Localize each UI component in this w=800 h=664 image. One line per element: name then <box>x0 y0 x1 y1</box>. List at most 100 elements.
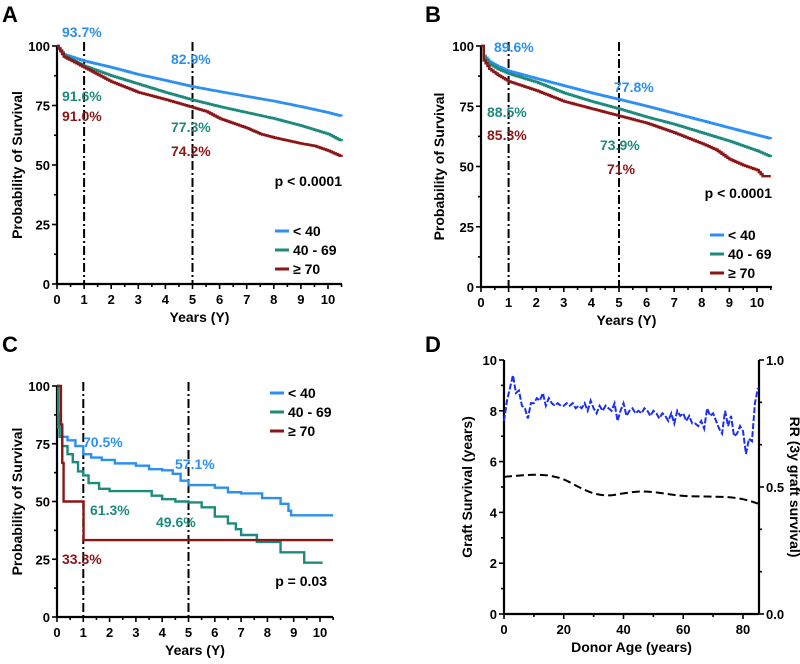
x-tick-label: 5 <box>189 292 196 307</box>
legend-label: ≥ 70 <box>288 423 315 439</box>
x-tick-label: 5 <box>615 295 622 310</box>
x-tick-label: 8 <box>264 625 271 640</box>
y2-tick-label: 0.0 <box>766 607 784 622</box>
y-tick-label: 6 <box>490 455 497 470</box>
x-tick-label: 7 <box>671 295 678 310</box>
x-tick-label: 4 <box>588 295 596 310</box>
x-tick-label: 10 <box>321 292 335 307</box>
survival-annotation: 73.9% <box>600 137 640 153</box>
series-line-1 <box>503 473 759 505</box>
legend-label: 40 - 69 <box>288 404 332 420</box>
series-line-2 <box>57 384 334 542</box>
x-tick-label: 1 <box>80 625 87 640</box>
x-axis-title: Years (Y) <box>165 642 225 658</box>
legend-label: 40 - 69 <box>293 242 337 258</box>
panel-b: 0 25 50 75 100 0 1 2 3 4 5 6 7 8 9 10 Years (Y) Probabili… <box>431 39 772 328</box>
survival-annotation: 88.5% <box>487 104 527 120</box>
legend-label: 40 - 69 <box>728 246 772 262</box>
y-tick-label: 8 <box>490 404 497 419</box>
panel-letter-a: A <box>2 2 18 27</box>
x-tick-label: 1 <box>505 295 512 310</box>
x-tick-label: 7 <box>243 292 250 307</box>
survival-annotation: 33.3% <box>62 551 102 567</box>
series-line-2 <box>57 44 343 158</box>
x-tick-label: 6 <box>211 625 218 640</box>
x-tick-label: 60 <box>676 622 690 637</box>
panel-a: 0 25 50 75 100 0 1 2 3 4 5 6 7 8 9 10 Years (Y) Probabili… <box>9 24 343 325</box>
legend-label: < 40 <box>728 227 756 243</box>
x-tick-label: 0 <box>477 295 484 310</box>
y-tick-label: 25 <box>36 218 50 233</box>
x-axis-title: Years (Y) <box>170 309 230 325</box>
series-line-1 <box>57 384 323 564</box>
series-line-0 <box>481 44 772 140</box>
y-tick-label: 100 <box>28 379 50 394</box>
panel-c: 0 25 50 75 100 0 1 2 3 4 5 6 7 8 9 10 Years (Y) Probabili… <box>9 379 334 658</box>
series-line-2 <box>481 44 771 178</box>
y2-axis-title: RR (3y graft survival) <box>787 417 800 558</box>
y-axis-title: Probability of Survival <box>9 428 25 576</box>
survival-annotation: 77.8% <box>614 79 654 95</box>
survival-annotation: 85.3% <box>487 127 527 143</box>
x-tick-label: 2 <box>108 292 115 307</box>
y-tick-label: 0 <box>467 280 474 295</box>
y-tick-label: 4 <box>490 505 498 520</box>
panel-letter-b: B <box>425 2 441 27</box>
y2-tick-label: 1.0 <box>766 353 784 368</box>
x-tick-label: 80 <box>736 622 750 637</box>
series-line-1 <box>57 44 343 142</box>
survival-annotation: 91.6% <box>62 88 102 104</box>
y-axis-title: Probability of Survival <box>9 91 25 239</box>
survival-annotation: 57.1% <box>175 456 215 472</box>
y-tick-label: 10 <box>483 353 497 368</box>
y-tick-label: 0 <box>43 610 50 625</box>
y-tick-label: 100 <box>28 39 50 54</box>
survival-annotation: 71% <box>607 161 636 177</box>
panel-d: 0 2 4 6 8 10 0.0 0.5 1.0 0 20 40 60 80 Donor Age (year… <box>459 353 800 655</box>
x-tick-label: 2 <box>106 625 113 640</box>
x-tick-label: 10 <box>313 625 327 640</box>
x-tick-label: 1 <box>80 292 87 307</box>
x-axis-title: Years (Y) <box>597 312 657 328</box>
x-tick-label: 7 <box>237 625 244 640</box>
x-tick-label: 10 <box>750 295 764 310</box>
y-tick-label: 75 <box>460 99 474 114</box>
legend-label: ≥ 70 <box>293 261 320 277</box>
legend-label: < 40 <box>288 385 316 401</box>
x-tick-label: 9 <box>726 295 733 310</box>
y-tick-label: 75 <box>36 437 50 452</box>
y-tick-label: 50 <box>36 158 50 173</box>
x-tick-label: 8 <box>698 295 705 310</box>
survival-annotation: 70.5% <box>83 434 123 450</box>
p-value: p < 0.0001 <box>705 185 773 201</box>
series-line-0 <box>503 375 759 455</box>
x-tick-label: 0 <box>500 622 507 637</box>
survival-annotation: 61.3% <box>90 502 130 518</box>
x-tick-label: 20 <box>557 622 571 637</box>
panel-letter-d: D <box>425 332 441 357</box>
x-axis-title: Donor Age (years) <box>571 639 692 655</box>
x-tick-label: 9 <box>290 625 297 640</box>
y-tick-label: 0 <box>490 607 497 622</box>
y-tick-label: 50 <box>460 160 474 175</box>
legend-label: < 40 <box>293 223 321 239</box>
x-tick-label: 8 <box>270 292 277 307</box>
survival-annotation: 91.0% <box>62 108 102 124</box>
x-tick-label: 2 <box>533 295 540 310</box>
y-tick-label: 50 <box>36 495 50 510</box>
x-tick-label: 0 <box>53 292 60 307</box>
y-axis-title: Probability of Survival <box>431 93 447 241</box>
series-line-0 <box>57 384 334 517</box>
x-tick-label: 3 <box>135 292 142 307</box>
y-tick-label: 25 <box>36 552 50 567</box>
x-tick-label: 6 <box>216 292 223 307</box>
panel-letter-c: C <box>2 332 18 357</box>
y-tick-label: 25 <box>460 220 474 235</box>
y-axis-title: Graft Survival (years) <box>459 416 475 558</box>
survival-annotation: 77.3% <box>171 119 211 135</box>
survival-annotation: 74.2% <box>171 143 211 159</box>
survival-annotation: 89.6% <box>494 39 534 55</box>
p-value: p = 0.03 <box>275 573 327 589</box>
x-tick-label: 3 <box>132 625 139 640</box>
